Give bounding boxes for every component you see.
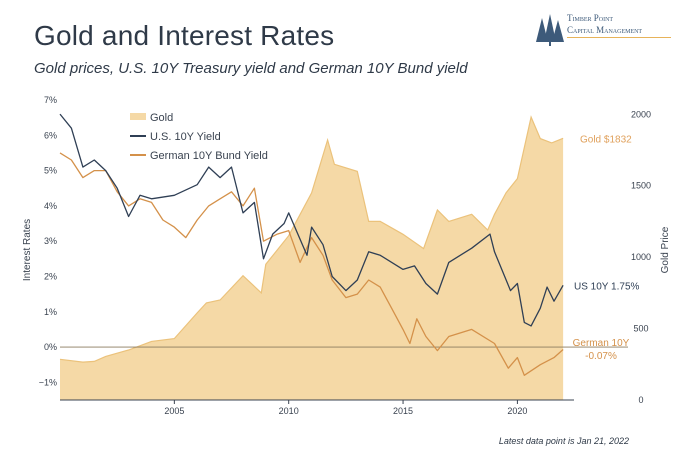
tree-logo-icon xyxy=(536,14,564,46)
y-tick-label: 3% xyxy=(44,236,57,246)
x-tick-label: 2015 xyxy=(393,406,413,416)
y2-tick-label: 500 xyxy=(633,324,648,334)
german-yield-line xyxy=(59,152,564,376)
y-tick-label: −1% xyxy=(39,377,57,387)
y2-tick-label: 1500 xyxy=(631,181,651,191)
y-tick-label: 6% xyxy=(44,130,57,140)
logo-line-2: Capital Management xyxy=(567,25,643,35)
legend-label: Gold xyxy=(150,112,173,124)
x-tick-label: 2020 xyxy=(507,406,527,416)
page-subtitle: Gold prices, U.S. 10Y Treasury yield and… xyxy=(34,60,468,77)
gold-area xyxy=(60,117,564,400)
y-axis-title: Interest Rates xyxy=(22,219,33,281)
y2-axis-title: Gold Price xyxy=(660,226,671,273)
y-tick-label: 2% xyxy=(44,271,57,281)
gold-line xyxy=(59,115,564,363)
logo-rule xyxy=(567,37,671,38)
y2-tick-label: 1000 xyxy=(631,252,651,262)
us-annotation: US 10Y 1.75% xyxy=(574,281,640,292)
x-tick-label: 2010 xyxy=(279,406,299,416)
y2-tick-label: 2000 xyxy=(631,109,651,119)
y-tick-label: 7% xyxy=(44,95,57,105)
y-tick-label: 5% xyxy=(44,166,57,176)
logo-text: Timber Point Capital Management xyxy=(567,12,642,36)
us-yield-line xyxy=(59,113,564,327)
y2-tick-label: 0 xyxy=(638,395,643,405)
y-tick-label: 4% xyxy=(44,201,57,211)
y-tick-label: 1% xyxy=(44,307,57,317)
x-tick-label: 2005 xyxy=(164,406,184,416)
german-annotation-line1: German 10Y xyxy=(573,338,630,349)
page-title: Gold and Interest Rates xyxy=(34,20,335,51)
german-annotation-line2: -0.07% xyxy=(585,351,617,362)
legend-swatch-gold xyxy=(130,113,146,120)
y-tick-label: 0% xyxy=(44,342,57,352)
legend-label: U.S. 10Y Yield xyxy=(150,131,221,143)
gold-annotation: Gold $1832 xyxy=(580,134,632,145)
legend-label: German 10Y Bund Yield xyxy=(150,150,268,162)
logo-line-1: Timber Point xyxy=(567,13,614,23)
footnote: Latest data point is Jan 21, 2022 xyxy=(498,436,629,446)
